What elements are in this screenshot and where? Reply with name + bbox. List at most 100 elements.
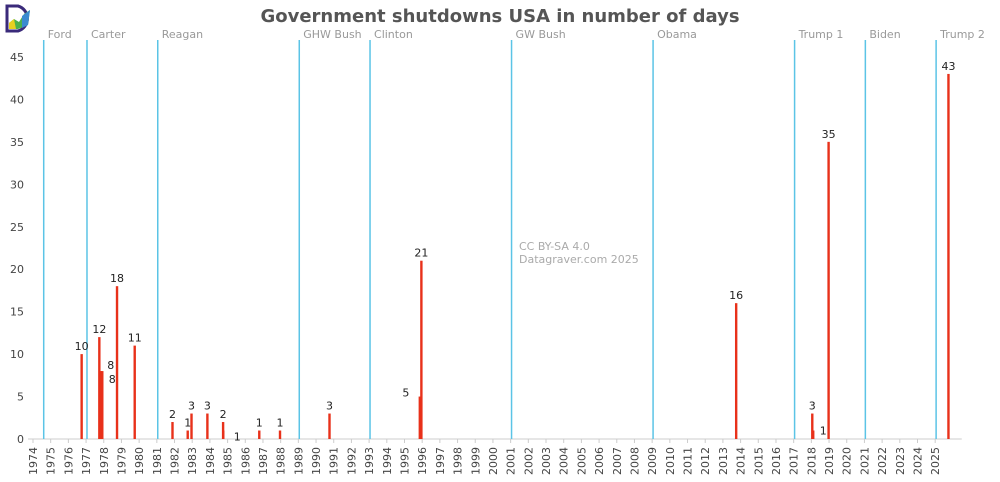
president-label: Clinton bbox=[374, 28, 413, 41]
bar bbox=[947, 73, 950, 440]
president-label: Reagan bbox=[162, 28, 203, 41]
bar bbox=[278, 430, 282, 439]
x-tick-label: 2017 bbox=[788, 447, 801, 475]
president-label: Biden bbox=[869, 28, 900, 41]
president-label: Trump 1 bbox=[798, 28, 844, 41]
x-tick-label: 2024 bbox=[912, 447, 925, 475]
x-tick-label: 1999 bbox=[469, 447, 482, 475]
x-tick-label: 2007 bbox=[611, 447, 624, 475]
bar-value-label: 43 bbox=[941, 60, 955, 73]
bar bbox=[827, 141, 830, 439]
bar-value-label: 12 bbox=[92, 323, 106, 336]
datagraver-logo bbox=[5, 4, 30, 33]
bar bbox=[734, 303, 738, 439]
bar bbox=[811, 413, 814, 439]
x-tick-label: 1976 bbox=[62, 447, 75, 475]
x-tick-label: 1975 bbox=[45, 447, 58, 475]
x-tick-label: 2012 bbox=[699, 447, 712, 475]
x-tick-label: 2011 bbox=[682, 447, 695, 475]
y-tick-label: 15 bbox=[10, 306, 24, 319]
x-tick-label: 1995 bbox=[398, 447, 411, 475]
bar bbox=[420, 260, 423, 439]
x-tick-label: 2002 bbox=[522, 447, 535, 475]
x-tick-label: 2023 bbox=[894, 447, 907, 475]
president-label: Ford bbox=[48, 28, 72, 41]
x-tick-label: 2008 bbox=[628, 447, 641, 475]
x-tick-label: 1979 bbox=[115, 447, 128, 475]
x-tick-label: 1989 bbox=[292, 447, 305, 475]
president-label: Obama bbox=[657, 28, 697, 41]
y-tick-label: 10 bbox=[10, 348, 24, 361]
chart-title: Government shutdowns USA in number of da… bbox=[260, 6, 740, 27]
y-tick-label: 25 bbox=[10, 221, 24, 234]
bar-value-label: 2 bbox=[220, 408, 227, 421]
x-tick-label: 1981 bbox=[151, 447, 164, 475]
bar bbox=[812, 430, 815, 439]
x-tick-label: 2004 bbox=[558, 447, 571, 475]
bar-value-label: 3 bbox=[326, 400, 333, 413]
x-tick-label: 1997 bbox=[434, 447, 447, 475]
x-tick-label: 2015 bbox=[752, 447, 765, 475]
bar bbox=[222, 430, 225, 439]
x-tick-label: 1980 bbox=[133, 447, 146, 475]
bar-value-label: 16 bbox=[729, 289, 743, 302]
bar bbox=[98, 337, 101, 439]
bar-value-label: 1 bbox=[234, 431, 241, 444]
x-tick-label: 1977 bbox=[80, 447, 93, 475]
bar-value-label: 1 bbox=[256, 417, 263, 430]
x-tick-label: 1992 bbox=[345, 447, 358, 475]
bar bbox=[80, 354, 83, 439]
bar bbox=[133, 345, 136, 439]
bar-value-label: 21 bbox=[414, 247, 428, 260]
x-tick-label: 1974 bbox=[27, 447, 40, 475]
bar-value-label: 1 bbox=[184, 417, 191, 430]
bar-value-label: 1 bbox=[277, 417, 284, 430]
bar bbox=[186, 430, 189, 439]
y-tick-label: 45 bbox=[10, 51, 24, 64]
x-tick-label: 1990 bbox=[310, 447, 323, 475]
bar bbox=[171, 422, 174, 439]
x-tick-label: 2003 bbox=[540, 447, 553, 475]
watermark-text: Datagraver.com 2025 bbox=[519, 253, 639, 266]
x-tick-label: 2016 bbox=[770, 447, 783, 475]
x-tick-label: 1985 bbox=[222, 447, 235, 475]
y-tick-label: 20 bbox=[10, 263, 24, 276]
president-label: Carter bbox=[91, 28, 126, 41]
bar-value-label: 3 bbox=[188, 400, 195, 413]
watermark-text: CC BY-SA 4.0 bbox=[519, 240, 590, 253]
bar-value-label: 11 bbox=[128, 332, 142, 345]
bar bbox=[258, 430, 261, 439]
x-tick-label: 2022 bbox=[876, 447, 889, 475]
bar bbox=[190, 413, 193, 439]
bar bbox=[99, 371, 103, 439]
bar-value-label: 18 bbox=[110, 272, 124, 285]
bar-value-label: 8 bbox=[109, 373, 116, 386]
x-tick-label: 2006 bbox=[593, 447, 606, 475]
bar-value-label: 3 bbox=[204, 400, 211, 413]
bar-value-label: 1 bbox=[820, 425, 827, 438]
x-tick-label: 2020 bbox=[841, 447, 854, 475]
x-tick-label: 1982 bbox=[169, 447, 182, 475]
y-tick-label: 35 bbox=[10, 136, 24, 149]
x-tick-label: 2014 bbox=[735, 447, 748, 475]
x-tick-label: 1984 bbox=[204, 447, 217, 475]
x-tick-label: 2009 bbox=[646, 447, 659, 475]
x-tick-label: 2005 bbox=[575, 447, 588, 475]
president-label: GW Bush bbox=[516, 28, 566, 41]
x-tick-label: 2000 bbox=[487, 447, 500, 475]
bar bbox=[206, 413, 209, 439]
x-tick-label: 1986 bbox=[239, 447, 252, 475]
x-tick-label: 2013 bbox=[717, 447, 730, 475]
bar-value-label: 3 bbox=[809, 400, 816, 413]
bar bbox=[115, 286, 119, 439]
x-tick-label: 2019 bbox=[823, 447, 836, 475]
x-tick-label: 2018 bbox=[805, 447, 818, 475]
x-tick-label: 2001 bbox=[505, 447, 518, 475]
bar bbox=[328, 413, 331, 439]
x-tick-label: 1993 bbox=[363, 447, 376, 475]
x-tick-label: 1983 bbox=[186, 447, 199, 475]
x-tick-label: 1988 bbox=[275, 447, 288, 475]
president-label: GHW Bush bbox=[303, 28, 361, 41]
bar-value-label: 10 bbox=[75, 340, 89, 353]
